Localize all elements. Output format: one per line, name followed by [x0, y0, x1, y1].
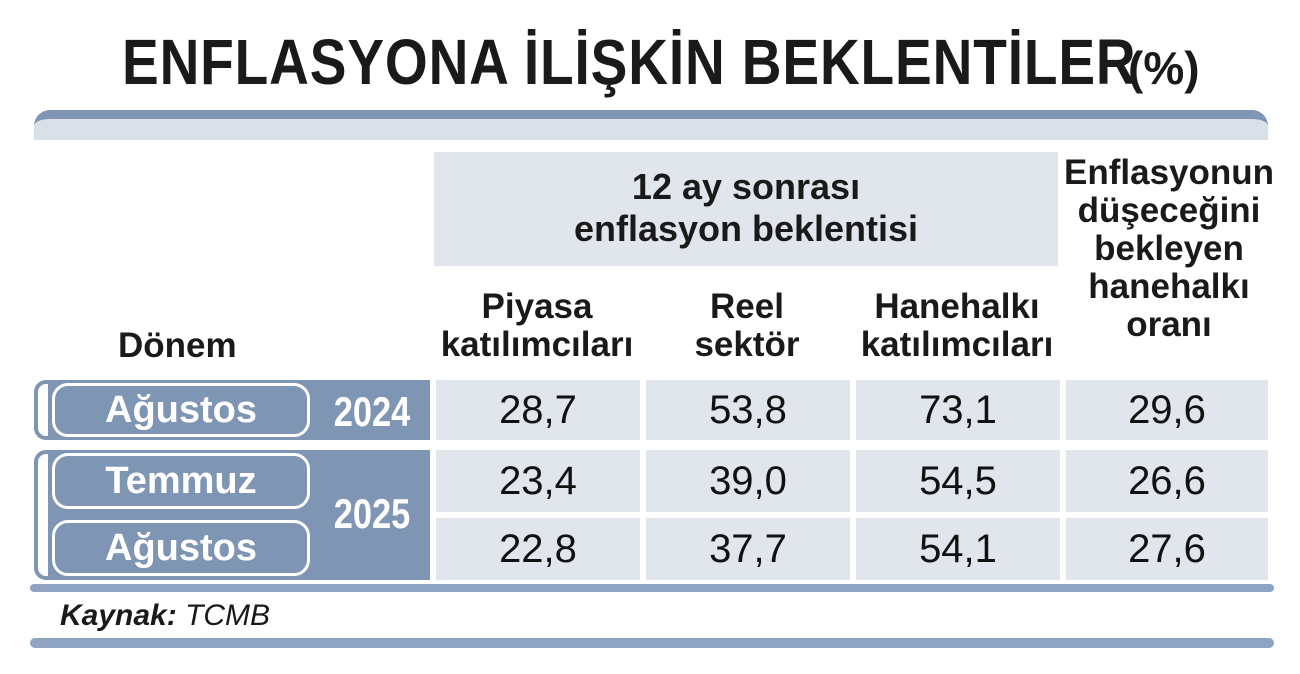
col-header-reel-line2: sektör — [694, 325, 800, 364]
group-header-box — [434, 152, 1058, 266]
cell-hanehalki: 54,5 — [856, 450, 1060, 512]
month-label: Ağustos — [52, 520, 310, 576]
period-header: Dönem — [118, 326, 237, 365]
bottom-divider — [30, 584, 1274, 592]
col-header-oran-line1: Enflasyonun — [1064, 153, 1275, 192]
group-header-line1: 12 ay sonrası — [631, 166, 861, 207]
bracket-2024 — [34, 380, 48, 440]
cell-oran: 27,6 — [1066, 518, 1268, 580]
col-header-oran: Enflasyonun düşeceğini bekleyen hanehalk… — [1064, 154, 1274, 344]
top-decorative-bar — [34, 110, 1268, 140]
source-note: Kaynak: TCMB — [60, 598, 270, 634]
col-header-oran-line2: düşeceğini — [1077, 191, 1261, 230]
col-header-reel: Reel sektör — [644, 288, 850, 364]
col-header-hanehalki-line2: katılımcıları — [860, 325, 1054, 364]
year-label: 2024 — [333, 388, 411, 435]
col-header-piyasa: Piyasa katılımcıları — [434, 288, 640, 364]
cell-oran: 29,6 — [1066, 380, 1268, 440]
source-value: TCMB — [185, 599, 271, 632]
col-header-piyasa-line2: katılımcıları — [440, 325, 634, 364]
group-header: 12 ay sonrası enflasyon beklentisi — [434, 166, 1058, 250]
cell-oran: 26,6 — [1066, 450, 1268, 512]
col-header-piyasa-line1: Piyasa — [481, 287, 593, 326]
footer-divider — [30, 638, 1274, 648]
bracket-2025 — [34, 450, 48, 580]
col-header-hanehalki-line1: Hanehalkı — [874, 287, 1040, 326]
cell-reel: 37,7 — [646, 518, 850, 580]
group-header-line2: enflasyon beklentisi — [573, 208, 919, 249]
unit-label: (%) — [1128, 42, 1200, 94]
cell-reel: 39,0 — [646, 450, 850, 512]
page-title: ENFLASYONA İLİŞKİN BEKLENTİLER — [122, 26, 1137, 98]
col-header-reel-line1: Reel — [710, 287, 784, 326]
col-header-oran-line3: bekleyen — [1094, 229, 1244, 268]
cell-piyasa: 23,4 — [436, 450, 640, 512]
cell-reel: 53,8 — [646, 380, 850, 440]
col-header-hanehalki: Hanehalkı katılımcıları — [854, 288, 1060, 364]
year-label: 2025 — [333, 490, 411, 537]
cell-hanehalki: 73,1 — [856, 380, 1060, 440]
month-label: Temmuz — [52, 453, 310, 509]
source-label: Kaynak: — [60, 599, 177, 632]
cell-piyasa: 22,8 — [436, 518, 640, 580]
cell-hanehalki: 54,1 — [856, 518, 1060, 580]
cell-piyasa: 28,7 — [436, 380, 640, 440]
col-header-oran-line4: hanehalkı — [1088, 267, 1250, 306]
month-label: Ağustos — [52, 383, 310, 437]
col-header-oran-line5: oranı — [1126, 305, 1212, 344]
